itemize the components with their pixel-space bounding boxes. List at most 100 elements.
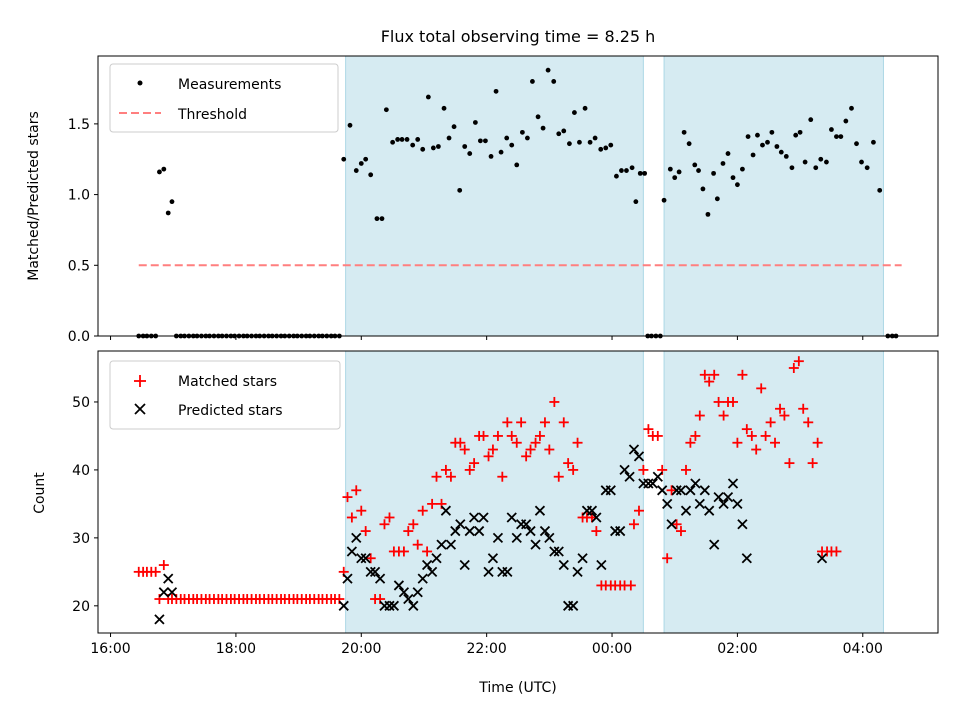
measurement-point (498, 149, 504, 155)
measurement-point (859, 159, 864, 165)
measurement-point (705, 211, 711, 217)
bottom-shaded-regions (345, 350, 884, 634)
x-tick-label: 18:00 (216, 641, 256, 657)
measurement-point (750, 152, 756, 158)
measurement-point (789, 165, 795, 171)
measurement-point (720, 161, 726, 166)
predicted-star-point (680, 505, 692, 516)
measurement-point (760, 142, 765, 148)
predicted-star-point (506, 512, 517, 523)
predicted-star-point (605, 485, 616, 496)
predicted-star-point (426, 566, 438, 577)
matched-star-point (440, 464, 451, 475)
predicted-star-point (718, 498, 729, 510)
predicted-star-point (652, 471, 663, 482)
matched-star-point (150, 566, 161, 577)
measurement-point (446, 135, 452, 141)
measurement-point (808, 117, 814, 123)
legend-label-measurements: Measurements (178, 77, 281, 93)
measurement-point (592, 135, 598, 141)
predicted-star-point (549, 546, 560, 557)
matched-star-point (539, 417, 550, 428)
legend-marker-predicted-stars (134, 403, 146, 415)
predicted-star-point (628, 444, 640, 455)
measurement-point (686, 141, 692, 147)
measurement-point (735, 182, 740, 188)
measurement-point (165, 210, 171, 216)
measurement-point (864, 165, 870, 171)
matched-star-point (685, 437, 696, 448)
bottom-panel: 20 30 40 50 16:00 18:00 20:00 22:00 00:00 02:00 0… (32, 350, 939, 696)
measurement-point (415, 137, 421, 142)
observing-window-2 (663, 350, 884, 634)
predicted-star-point (530, 539, 541, 550)
measurement-point (556, 131, 562, 137)
measurement-point (672, 175, 678, 181)
predicted-star-point (694, 498, 705, 510)
predicted-star-point (553, 546, 564, 557)
bottom-legend-box (109, 360, 341, 430)
matched-star-point (741, 424, 752, 435)
matched-star-point (798, 403, 809, 414)
matched-star-point (728, 396, 739, 407)
predicted-star-point (163, 573, 174, 584)
measurement-point (854, 141, 859, 147)
matched-star-point (704, 376, 715, 387)
x-tick-label: 04:00 (843, 641, 883, 657)
measurement-point (410, 142, 416, 148)
top-shaded-regions (345, 55, 884, 337)
predicted-star-point (591, 512, 602, 523)
matched-star-point (492, 430, 503, 441)
measurement-point (797, 129, 803, 135)
measurement-point (572, 110, 577, 115)
predicted-star-point (351, 532, 362, 544)
measurement-point (551, 79, 557, 84)
matched-star-point (713, 396, 724, 407)
measurement-point (435, 144, 441, 149)
measurement-point (711, 170, 716, 176)
predicted-star-point (342, 573, 353, 584)
bottom-matched-points (133, 356, 842, 605)
bottom-y-axis-label: Count (32, 472, 48, 514)
predicted-star-point (699, 485, 710, 496)
matched-star-point (807, 458, 818, 469)
predicted-star-point (487, 553, 499, 564)
measurement-point (765, 139, 770, 145)
matched-star-point (365, 553, 376, 564)
measurement-point (399, 137, 405, 142)
matched-star-point (469, 458, 480, 469)
y-tick-label: 50 (72, 395, 90, 411)
matched-star-point (342, 492, 353, 503)
measurement-point (793, 132, 799, 138)
matched-star-point (356, 505, 367, 516)
matched-star-point (483, 451, 494, 462)
measurement-point (629, 165, 635, 171)
measurement-point (358, 161, 364, 166)
predicted-star-point (393, 580, 405, 591)
measurement-point (661, 197, 667, 203)
y-tick-label: 40 (72, 463, 90, 479)
matched-star-point (671, 519, 682, 530)
matched-star-point (427, 498, 438, 509)
measurement-point (843, 118, 849, 124)
predicted-star-point (445, 539, 457, 550)
measurement-point (509, 142, 515, 148)
predicted-star-point (577, 553, 588, 564)
measurement-point (519, 129, 525, 135)
predicted-star-point (464, 525, 475, 537)
matched-star-point (718, 410, 729, 421)
measurement-point (404, 137, 410, 142)
measurement-point (161, 166, 167, 172)
predicted-star-point (436, 539, 447, 550)
measurement-point (598, 146, 604, 152)
predicted-star-point (615, 525, 626, 537)
matched-star-point (756, 383, 767, 394)
measurement-point (877, 187, 883, 193)
bottom-y-axis: 20 30 40 50 (72, 395, 98, 615)
matched-star-point (445, 471, 456, 482)
predicted-star-point (455, 519, 466, 530)
predicted-star-point (525, 525, 536, 537)
measurement-point (849, 105, 854, 111)
measurement-point (561, 128, 567, 134)
predicted-star-point (662, 498, 673, 510)
